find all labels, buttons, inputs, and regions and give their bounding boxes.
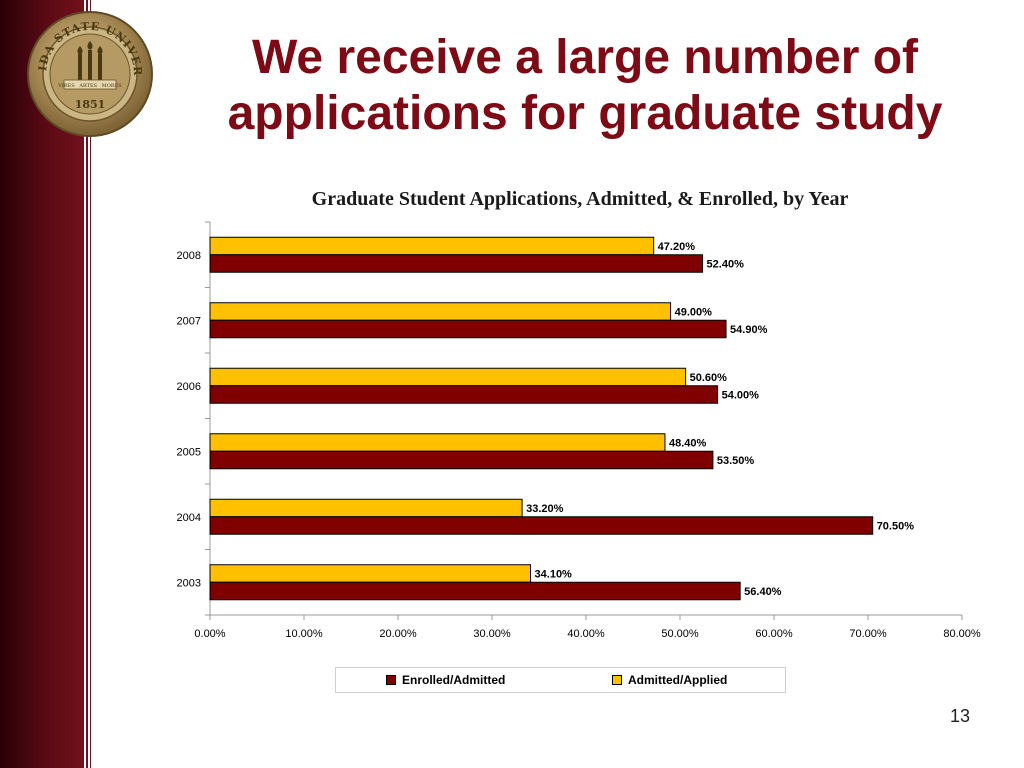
legend-item-admitted-applied: Admitted/Applied (612, 673, 727, 687)
data-label-enrolled-admitted-2007: 54.90% (730, 324, 768, 336)
data-label-enrolled-admitted-2008: 52.40% (707, 259, 745, 271)
x-tick-label: 0.00% (194, 628, 225, 640)
x-tick-label: 20.00% (379, 628, 417, 640)
bar-enrolled-admitted-2007 (209, 319, 727, 339)
legend-label-enrolled-admitted: Enrolled/Admitted (402, 673, 506, 687)
data-label-enrolled-admitted-2003: 56.40% (744, 586, 782, 598)
left-divider-line (86, 0, 88, 768)
bar-admitted-applied-2004 (209, 498, 523, 518)
data-label-admitted-applied-2006: 50.60% (690, 372, 728, 384)
data-label-admitted-applied-2007: 49.00% (675, 307, 713, 319)
bar-admitted-applied-2005 (209, 433, 666, 452)
bar-admitted-applied-2006 (209, 367, 687, 387)
x-tick-label: 10.00% (285, 628, 323, 640)
data-label-admitted-applied-2008: 47.20% (658, 241, 696, 253)
slide-title-line-2: applications for graduate study (227, 87, 943, 140)
chart-title: Graduate Student Applications, Admitted,… (311, 188, 849, 210)
x-tick-label: 60.00% (755, 628, 793, 640)
data-label-enrolled-admitted-2005: 53.50% (717, 455, 755, 467)
bar-admitted-applied-2008 (209, 236, 655, 256)
slide-title-line-1: We receive a large number of (251, 31, 919, 84)
bar-enrolled-admitted-2008 (209, 254, 704, 273)
svg-text:VIRES ARTES MORES: VIRES ARTES MORES (57, 83, 122, 89)
y-tick-label-2006: 2006 (177, 381, 201, 393)
torch-icon (77, 41, 103, 80)
left-divider-line-thin (90, 0, 91, 768)
x-tick-label: 30.00% (473, 628, 511, 640)
data-label-admitted-applied-2004: 33.20% (526, 503, 564, 515)
legend-label-admitted-applied: Admitted/Applied (628, 673, 728, 687)
bar-enrolled-admitted-2004 (209, 516, 874, 535)
legend-swatch-enrolled-admitted (386, 675, 396, 685)
bar-admitted-applied-2007 (209, 302, 672, 321)
seal-ribbon-1: VIRES (57, 83, 75, 89)
x-tick-label: 50.00% (661, 628, 699, 640)
data-label-admitted-applied-2005: 48.40% (669, 438, 707, 450)
chart-legend: Enrolled/Admitted Admitted/Applied (335, 667, 786, 693)
bar-enrolled-admitted-2006 (209, 385, 719, 404)
data-label-admitted-applied-2003: 34.10% (535, 569, 573, 581)
x-tick-label: 40.00% (567, 628, 605, 640)
university-seal-logo: FLORIDA STATE UNIVERSITY VIRES ARTES MOR… (26, 10, 153, 137)
slide-title: We receive a large number of application… (150, 30, 1020, 142)
bar-admitted-applied-2003 (209, 564, 532, 583)
page-number: 13 (949, 706, 970, 726)
legend-swatch-admitted-applied (612, 675, 622, 685)
x-tick-label: 70.00% (849, 628, 887, 640)
legend-item-enrolled-admitted: Enrolled/Admitted (386, 673, 505, 687)
bar-enrolled-admitted-2005 (209, 450, 714, 470)
y-tick-label-2008: 2008 (177, 250, 201, 262)
data-label-enrolled-admitted-2006: 54.00% (722, 390, 760, 402)
seal-ribbon-3: MORES (102, 83, 123, 89)
x-tick-label: 80.00% (943, 628, 981, 640)
data-label-enrolled-admitted-2004: 70.50% (877, 521, 915, 533)
seal-year: 1851 (75, 98, 106, 111)
seal-ribbon-2: ARTES (78, 83, 97, 89)
bar-enrolled-admitted-2003 (209, 581, 741, 601)
y-tick-label-2003: 2003 (177, 577, 201, 589)
y-tick-label-2005: 2005 (177, 446, 201, 458)
y-tick-label-2007: 2007 (177, 315, 201, 327)
y-tick-label-2004: 2004 (177, 512, 201, 524)
